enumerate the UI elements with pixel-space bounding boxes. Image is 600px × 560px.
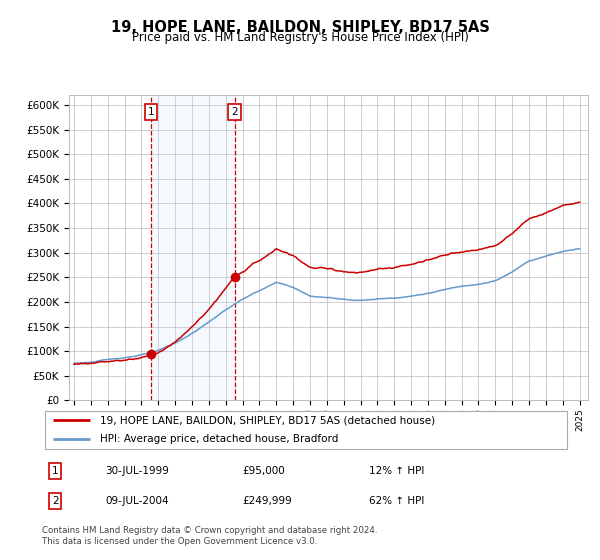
Text: £95,000: £95,000: [242, 466, 286, 476]
Text: 2: 2: [52, 496, 59, 506]
Text: 2: 2: [232, 107, 238, 117]
Text: 62% ↑ HPI: 62% ↑ HPI: [370, 496, 425, 506]
Text: HPI: Average price, detached house, Bradford: HPI: Average price, detached house, Brad…: [100, 435, 338, 445]
Text: Price paid vs. HM Land Registry's House Price Index (HPI): Price paid vs. HM Land Registry's House …: [131, 31, 469, 44]
Text: 12% ↑ HPI: 12% ↑ HPI: [370, 466, 425, 476]
Text: 1: 1: [52, 466, 59, 476]
Bar: [151, 95, 235, 400]
Text: 19, HOPE LANE, BAILDON, SHIPLEY, BD17 5AS (detached house): 19, HOPE LANE, BAILDON, SHIPLEY, BD17 5A…: [100, 415, 435, 425]
Text: 09-JUL-2004: 09-JUL-2004: [106, 496, 169, 506]
FancyBboxPatch shape: [44, 411, 568, 449]
Text: £249,999: £249,999: [242, 496, 292, 506]
Text: 1: 1: [148, 107, 155, 117]
Text: Contains HM Land Registry data © Crown copyright and database right 2024.
This d: Contains HM Land Registry data © Crown c…: [42, 526, 377, 546]
Text: 19, HOPE LANE, BAILDON, SHIPLEY, BD17 5AS: 19, HOPE LANE, BAILDON, SHIPLEY, BD17 5A…: [110, 20, 490, 35]
Text: 30-JUL-1999: 30-JUL-1999: [106, 466, 169, 476]
